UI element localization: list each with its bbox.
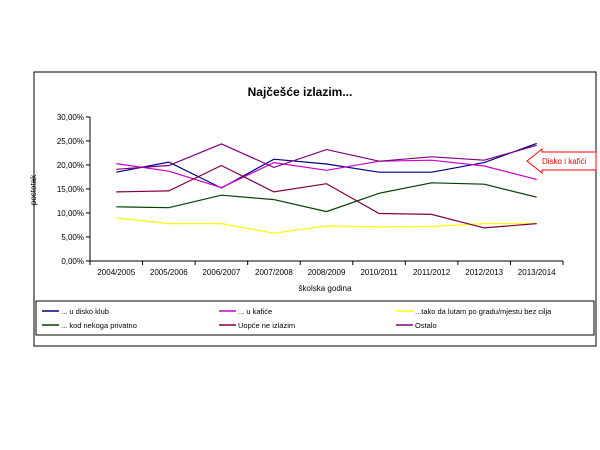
x-tick-label: 2008/2009 — [308, 268, 346, 277]
legend-item-6: Ostalo — [396, 321, 437, 330]
y-tick-label: 0,00% — [61, 257, 84, 266]
series-line-3 — [116, 217, 537, 234]
x-tick-label: 2012/2013 — [465, 268, 503, 277]
annotation-text: Disko i kafići — [542, 157, 587, 166]
x-tick-label: 2005/2006 — [150, 268, 188, 277]
x-tick-label: 2004/2005 — [97, 268, 135, 277]
legend-label: Ostalo — [415, 321, 437, 330]
y-tick-label: 5,00% — [61, 233, 84, 242]
legend-item-5: Uopće ne izlazim — [219, 321, 295, 330]
series-line-2 — [116, 159, 537, 189]
legend-box — [35, 300, 595, 336]
plot-area: 0,00% 5,00% 10,00% 15,00% 20,00% 25,00% 30,00%… — [57, 113, 564, 277]
legend-label: ... kod nekoga privatno — [61, 321, 137, 330]
annotation-arrow — [526, 147, 597, 175]
legend-item-2: ... u kafiće — [219, 307, 272, 316]
series-line-6 — [116, 143, 537, 170]
y-tick-label: 15,00% — [57, 185, 84, 194]
legend-label: ... u kafiće — [238, 307, 272, 316]
series-line-1 — [116, 142, 537, 189]
chart-title: Najčešće izlazim... — [248, 85, 353, 99]
y-tick-label: 20,00% — [57, 161, 84, 170]
series-line-5 — [116, 164, 537, 229]
x-tick-label: 2006/2007 — [202, 268, 240, 277]
legend-item-3: ...tako da lutam po gradu/mjestu bez cil… — [396, 307, 552, 316]
x-tick-label: 2010/2011 — [360, 268, 398, 277]
legend-label: ... u disko klub — [61, 307, 109, 316]
legend-item-4: ... kod nekoga privatno — [42, 321, 137, 330]
legend: ... u disko klub ... u kafiće ...tako da l… — [42, 307, 552, 330]
x-axis-label: školska godina — [299, 284, 352, 293]
y-tick-label: 30,00% — [57, 113, 84, 122]
legend-label: Uopće ne izlazim — [238, 321, 295, 330]
x-tick-label: 2011/2012 — [413, 268, 451, 277]
legend-label: ...tako da lutam po gradu/mjestu bez cil… — [415, 307, 552, 316]
annotation-callout: Disko i kafići — [526, 147, 597, 175]
legend-item-1: ... u disko klub — [42, 307, 109, 316]
series-line-4 — [116, 182, 537, 213]
y-tick-label: 10,00% — [57, 209, 84, 218]
x-tick-label: 2007/2008 — [255, 268, 293, 277]
y-tick-label: 25,00% — [57, 137, 84, 146]
y-axis-label: postotak — [29, 174, 38, 205]
x-tick-label: 2013/2014 — [518, 268, 556, 277]
